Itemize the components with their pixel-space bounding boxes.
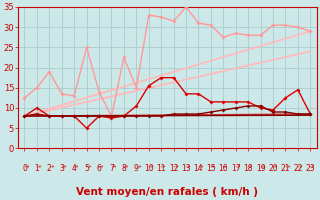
Text: ↗: ↗ [83, 164, 90, 170]
Text: ↗: ↗ [145, 164, 152, 170]
Text: ↗: ↗ [58, 164, 65, 170]
Text: ↗: ↗ [34, 164, 40, 170]
Text: ↗: ↗ [282, 164, 289, 170]
Text: ↗: ↗ [46, 164, 53, 170]
Text: ↗: ↗ [158, 164, 164, 170]
Text: ↗: ↗ [220, 164, 227, 170]
Text: ↗: ↗ [183, 164, 189, 170]
Text: ↗: ↗ [245, 164, 252, 170]
Text: ↗: ↗ [71, 164, 77, 170]
Text: ↗: ↗ [294, 164, 301, 170]
X-axis label: Vent moyen/en rafales ( km/h ): Vent moyen/en rafales ( km/h ) [76, 187, 258, 197]
Text: ↗: ↗ [21, 164, 28, 170]
Text: ↗: ↗ [170, 164, 177, 170]
Text: ↗: ↗ [96, 164, 102, 170]
Text: ↗: ↗ [108, 164, 115, 170]
Text: ↗: ↗ [133, 164, 140, 170]
Text: ↗: ↗ [121, 164, 127, 170]
Text: ↗: ↗ [307, 164, 314, 170]
Text: ↗: ↗ [257, 164, 264, 170]
Text: ↗: ↗ [195, 164, 202, 170]
Text: ↗: ↗ [207, 164, 214, 170]
Text: ↗: ↗ [232, 164, 239, 170]
Text: ↗: ↗ [270, 164, 276, 170]
